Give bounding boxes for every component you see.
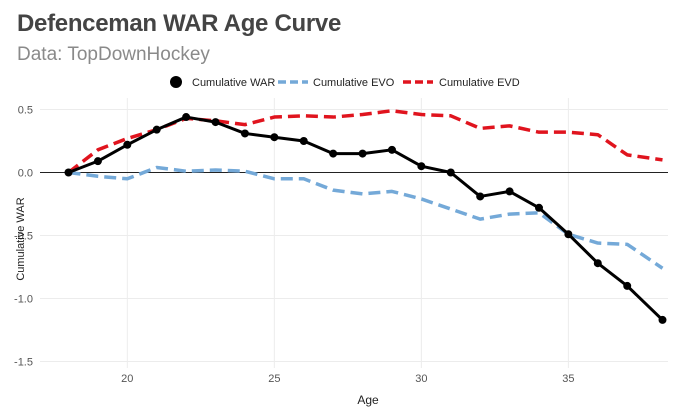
y-tick-label: -0.5 <box>14 231 33 243</box>
cumulative-war-point <box>476 192 485 201</box>
cumulative-war-point <box>387 145 396 154</box>
cumulative-war-point <box>446 168 455 177</box>
x-tick-label: 20 <box>121 373 133 385</box>
cumulative-war-point <box>358 149 367 158</box>
y-axis-title: Cumulative WAR <box>15 197 27 280</box>
cumulative-war-point <box>417 162 426 171</box>
cumulative-war-point <box>658 315 667 324</box>
cumulative-war-point <box>152 125 161 134</box>
y-tick-label: -1.5 <box>14 357 33 369</box>
cumulative-evd-line <box>67 109 663 174</box>
legend-cumulative-evd-label: Cumulative EVD <box>439 77 520 89</box>
cumulative-war-point <box>623 281 632 290</box>
chart-title: Defenceman WAR Age Curve <box>17 10 341 37</box>
x-tick-label: 30 <box>415 373 427 385</box>
x-tick-label: 25 <box>268 373 280 385</box>
cumulative-war-point <box>564 230 573 239</box>
cumulative-war-line <box>67 115 664 321</box>
y-tick-label: 0.5 <box>18 105 33 117</box>
x-tick-label: 35 <box>562 373 574 385</box>
cumulative-war-point <box>270 133 279 142</box>
cumulative-war-point <box>123 140 132 149</box>
cumulative-evo-line <box>68 165 664 270</box>
cumulative-war-point <box>64 168 73 177</box>
chart-subtitle: Data: TopDownHockey <box>17 44 210 65</box>
cumulative-war-point <box>299 137 308 145</box>
cumulative-war-point <box>534 203 543 212</box>
y-tick-label: 0.0 <box>18 168 33 180</box>
x-axis-title: Age <box>357 393 379 407</box>
legend-cumulative-evo-label: Cumulative EVO <box>313 77 395 89</box>
cumulative-war-point <box>240 129 249 138</box>
cumulative-war-point <box>182 113 191 122</box>
cumulative-war-point <box>593 259 602 268</box>
cumulative-war-point <box>505 187 514 196</box>
cumulative-war-point <box>211 118 220 127</box>
y-tick-label: -1.0 <box>14 294 33 306</box>
legend-cumulative-war-symbol <box>170 76 182 88</box>
cumulative-war-point <box>93 157 102 166</box>
legend-cumulative-war-label: Cumulative WAR <box>192 77 275 89</box>
cumulative-war-point <box>329 149 338 158</box>
